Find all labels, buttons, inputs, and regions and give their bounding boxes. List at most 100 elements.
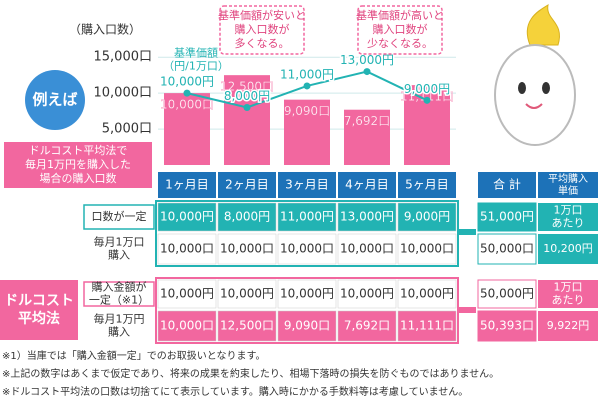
cell-value: 9,000円 [404,210,450,224]
cell-value: 10,000円 [160,287,214,301]
cell [217,310,277,342]
month-header: 3ヶ月目 [285,178,329,192]
group-frame [155,200,459,267]
cell [277,233,337,265]
row-label-box [83,204,155,230]
line-point [423,96,431,104]
badge-text: 例えば [32,91,77,109]
annotation: 基準価額が高いと [356,8,444,22]
cell-value: 7,692口 [344,319,390,333]
caption: 場合の購入口数 [40,171,117,185]
avg-value: 10,200円 [543,242,593,255]
line-legend: （円/1万口） [163,60,229,73]
line-value-label: 9,000円 [404,82,450,96]
cell [157,279,217,309]
badge [25,70,85,130]
caption-box [4,142,152,188]
total-value: 51,000円 [480,210,534,224]
bar-value-label: 10,000口 [160,98,214,112]
total-value: 50,000口 [480,242,534,256]
cell-value: 9,090口 [284,319,330,333]
month-header: 1ヶ月目 [165,178,209,192]
header-cell [398,172,456,198]
total-cell [477,310,537,342]
annotation: 購入口数が [235,22,290,36]
cell-value: 10,000口 [400,242,454,256]
avg-header: 単価 [558,184,578,197]
cell [157,233,217,265]
avg-cell [538,203,598,231]
avg-value: 9,922円 [547,319,590,332]
row-label: 毎月1万円 [94,313,145,326]
cell [337,279,397,309]
side-label-box [0,280,78,340]
cell [397,310,457,342]
caption: ドルコスト平均法で [29,143,128,157]
bar [344,109,390,165]
row-label: 購入 [108,248,130,262]
avg-value: 1万口 [554,281,583,294]
row-label: 口数が一定 [92,209,147,223]
cell-value: 10,000口 [160,242,214,256]
avg-cell [538,311,598,341]
row-label: 毎月1万口 [94,236,145,249]
month-header: 2ヶ月目 [225,178,269,192]
header-cell [478,172,536,198]
month-header: 5ヶ月目 [405,178,449,192]
total-header: 合 計 [493,177,521,192]
footnote: ※ドルコスト平均法の口数は切捨てにて表示しています。購入時にかかる手数料等は考慮… [2,385,468,398]
row-label: 一定（※1） [89,293,149,307]
line-value-label: 10,000円 [160,75,214,89]
avg-value: あたり [552,294,585,307]
group-frame [155,277,459,344]
cell [397,202,457,232]
header-cell [538,172,598,198]
header-cell [158,172,216,198]
cell-value: 10,000円 [400,287,454,301]
side-label: ドルコスト [4,293,74,309]
avg-header: 平均購入 [548,172,588,185]
row-label: 購入 [108,325,130,339]
line-point [363,68,371,76]
header-cell [278,172,336,198]
footnote: ※上記の数字はあくまで仮定であり、将来の成果を約束したり、相場下落時の損失を防ぐ… [2,367,499,380]
cell [157,202,217,232]
line-point [303,82,311,90]
mascot [494,3,576,146]
cell-value: 8,000円 [224,210,270,224]
cell [217,279,277,309]
total-value: 50,000円 [480,287,534,301]
cell-value: 10,000円 [160,210,214,224]
total-cell [477,202,537,232]
cell-value: 10,000口 [220,242,274,256]
cell-value: 10,000口 [160,319,214,333]
side-label: 平均法 [18,310,60,327]
cell [277,202,337,232]
avg-value: 1万口 [554,204,583,217]
cell [277,279,337,309]
month-header: 4ヶ月目 [345,178,389,192]
cell-value: 10,000円 [340,287,394,301]
cell [337,233,397,265]
cell [397,279,457,309]
line-value-label: 8,000円 [224,89,270,103]
y-tick-label: 10,000口 [94,86,153,101]
annotation: 少なくなる。 [367,37,433,50]
total-cell [477,279,537,309]
line-legend: 基準価額 [174,46,218,60]
cell-value: 10,000円 [280,287,334,301]
caption: 毎月1万円を購入した [25,157,131,171]
callout [357,5,443,55]
cell-value: 10,000口 [340,242,394,256]
cell-value: 12,500口 [220,319,274,333]
bar [284,99,330,165]
annotation: 購入口数が [373,22,428,36]
total-value: 50,393口 [480,319,534,333]
cell-value: 13,000円 [340,210,394,224]
cell [337,202,397,232]
callout [219,5,305,55]
line-value-label: 13,000円 [340,53,394,67]
bar-value-label: 7,692口 [344,114,390,128]
header-cell [218,172,276,198]
